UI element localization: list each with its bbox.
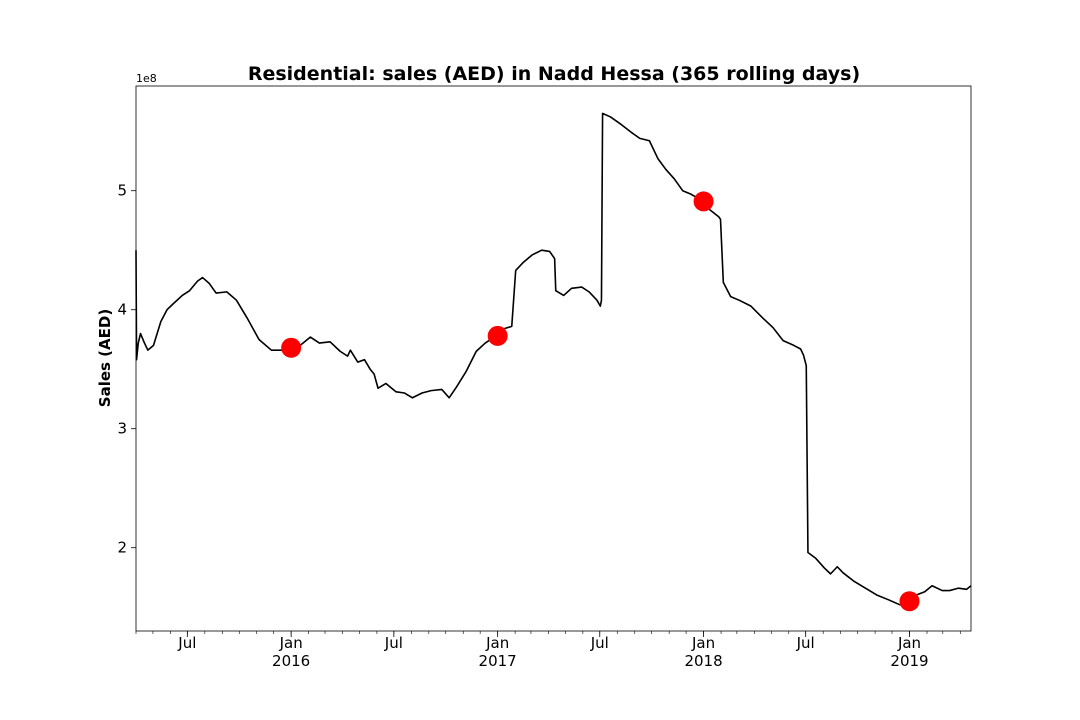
y-tick-label-3: 5 [117, 182, 127, 200]
y-axis-label: Sales (AED) [96, 309, 114, 407]
x-tick-year-1: 2016 [272, 652, 310, 670]
plot-area [135, 85, 972, 632]
marker-group [281, 191, 920, 612]
marker-point-2 [693, 191, 714, 212]
x-tick-label-2: Jul [384, 634, 403, 652]
x-tick-label-7: Jan [897, 634, 921, 652]
y-axis-offset-text: 1e8 [136, 72, 157, 85]
x-tick-year-7: 2019 [890, 652, 928, 670]
x-tick-label-1: Jan [279, 634, 303, 652]
x-tick-label-0: Jul [177, 634, 196, 652]
y-tick-label-1: 3 [117, 420, 127, 438]
x-tick-label-5: Jan [691, 634, 715, 652]
chart-title: Residential: sales (AED) in Nadd Hessa (… [248, 63, 860, 85]
x-tick-label-3: Jan [485, 634, 509, 652]
marker-point-3 [899, 591, 920, 612]
y-tick-label-2: 4 [117, 301, 127, 319]
plot-frame [135, 85, 972, 632]
marker-point-1 [487, 325, 508, 346]
marker-point-0 [281, 337, 302, 358]
x-tick-year-5: 2018 [684, 652, 722, 670]
y-axis: 2 3 4 5 [117, 182, 136, 557]
series-line-0 [135, 112, 972, 606]
y-tick-label-0: 2 [117, 539, 127, 557]
series-group [135, 112, 972, 606]
x-tick-label-6: Jul [796, 634, 815, 652]
x-tick-label-4: Jul [590, 634, 609, 652]
x-tick-year-3: 2017 [479, 652, 517, 670]
